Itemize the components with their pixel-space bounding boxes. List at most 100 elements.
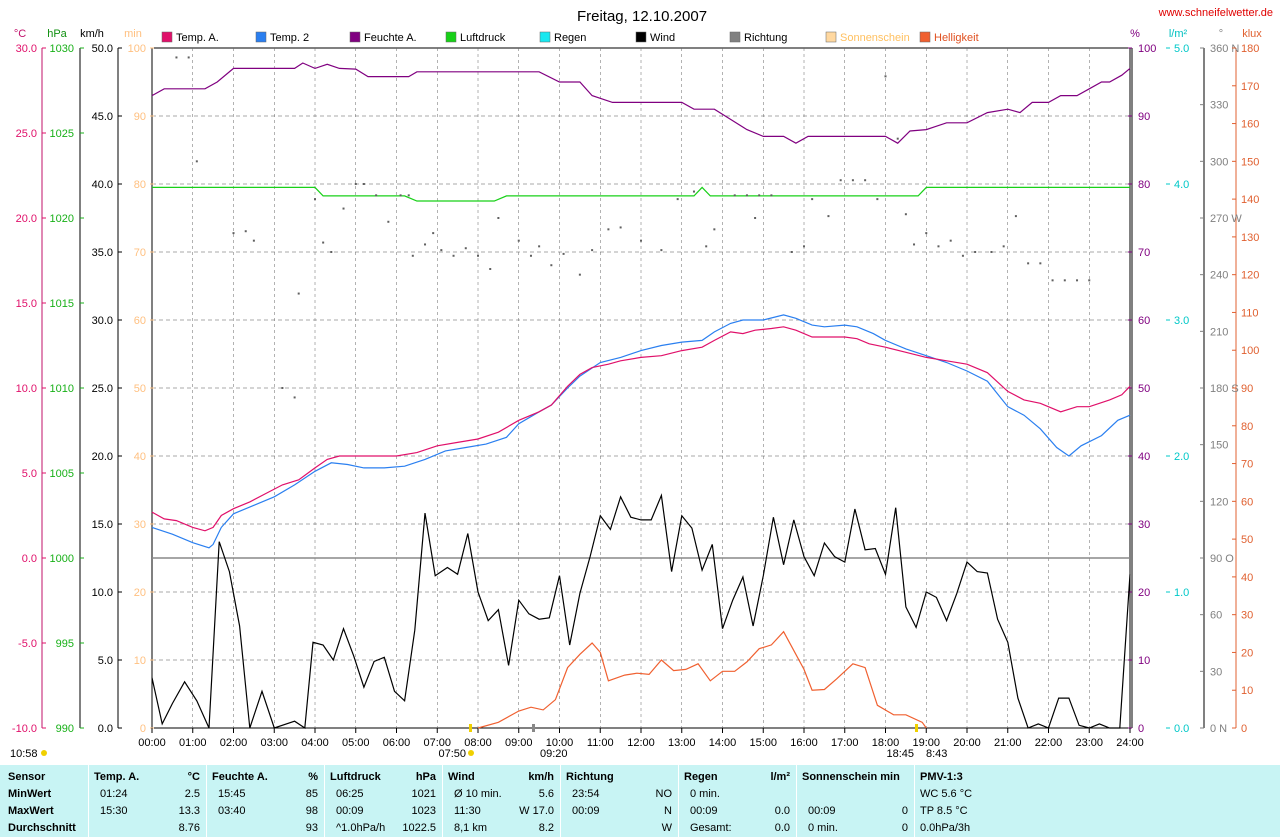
legend-label: Temp. A.: [176, 32, 219, 44]
site-link[interactable]: www.schneifelwetter.de: [1158, 7, 1273, 19]
time-tick: 21:00: [994, 737, 1022, 749]
stats-cell-press-value: 1021: [411, 788, 436, 800]
right-axes: 10090807060504030201005.04.03.02.01.00.0…: [1128, 43, 1259, 735]
direction-point: [733, 194, 736, 197]
column-separator: [324, 765, 325, 837]
time-tick: 17:00: [831, 737, 859, 749]
direction-point: [342, 207, 345, 210]
time-tick: 23:00: [1075, 737, 1103, 749]
series-line-feuchte-a: [151, 62, 1131, 144]
legend-label: Sonnenschein: [840, 32, 910, 44]
direction-point: [660, 249, 663, 252]
light-tick: 160: [1241, 119, 1259, 131]
direction-point: [754, 217, 757, 219]
column-separator: [678, 765, 679, 837]
stats-cell-rain-label: 0 min.: [690, 788, 720, 800]
light-tick: 60: [1241, 496, 1253, 508]
direction-point: [961, 254, 964, 257]
stats-cell-dir-value: NO: [655, 788, 673, 800]
series-line-wind: [151, 493, 1131, 730]
grid-lines: [151, 47, 1131, 729]
stats-cell-wind-value: 5.6: [538, 788, 554, 800]
time-tick: 07:00: [423, 737, 451, 749]
light-tick: 10: [1241, 685, 1253, 697]
stats-cell-press-label: 00:09: [336, 805, 364, 817]
time-tick: 13:00: [668, 737, 696, 749]
sunshine-duration: 10:58: [10, 748, 38, 760]
direction-tick: 90 O: [1210, 553, 1234, 565]
stats-header-temp: Temp. A.: [94, 771, 140, 783]
rain-tick: 5.0: [1174, 43, 1189, 55]
direction-point: [387, 220, 390, 223]
legend-label: Regen: [554, 32, 586, 44]
direction-point: [745, 194, 748, 197]
column-separator: [206, 765, 207, 837]
direction-point: [790, 251, 793, 253]
light-tick: 0: [1241, 723, 1247, 735]
stats-cell-sun-label: 0 min.: [808, 822, 838, 834]
direction-point: [489, 268, 492, 270]
light-tick: 120: [1241, 270, 1259, 282]
stats-cell-sun-value: 0: [901, 805, 908, 817]
direction-point: [803, 245, 805, 248]
direction-point: [758, 194, 761, 197]
stats-cell-temp-value: 8.76: [178, 822, 200, 834]
direction-point: [252, 239, 255, 242]
direction-point: [876, 198, 879, 201]
direction-point: [591, 249, 594, 252]
direction-point: [424, 243, 427, 246]
direction-point: [550, 264, 553, 267]
rain-tick: 4.0: [1174, 179, 1189, 191]
legend: Temp. A. Temp. 2 Feuchte A. Luftdruck Regen W…: [161, 31, 979, 44]
direction-point: [399, 194, 402, 197]
direction-point: [529, 254, 532, 257]
axis-unit-label: %: [1130, 28, 1140, 40]
direction-point: [1002, 245, 1005, 248]
legend-swatch: [255, 31, 267, 43]
stats-cell-press-value: 1022.5: [402, 822, 436, 834]
stats-header-wind: Wind: [448, 771, 475, 783]
legend-label: Feuchte A.: [364, 32, 417, 44]
legend-swatch: [825, 31, 837, 43]
sun-tick: 30: [134, 519, 146, 531]
time-tick: 02:00: [220, 737, 248, 749]
time-tick: 16:00: [790, 737, 818, 749]
sun-tick: 10: [134, 655, 146, 667]
sun-tick: 100: [128, 43, 146, 55]
direction-tick: 240: [1210, 270, 1228, 282]
pressure-tick: 1030: [50, 43, 74, 55]
legend-swatch: [161, 31, 173, 43]
pressure-tick: 1020: [50, 213, 74, 225]
direction-tick: 0 N: [1210, 723, 1227, 735]
wind-tick: 45.0: [92, 111, 113, 123]
direction-point: [578, 273, 581, 276]
wind-tick: 15.0: [92, 519, 113, 531]
direction-point: [1088, 279, 1091, 282]
direction-point: [851, 179, 854, 182]
stats-cell-press-label: 06:25: [336, 788, 364, 800]
wind-tick: 40.0: [92, 179, 113, 191]
direction-point: [839, 179, 842, 182]
direction-point: [619, 226, 622, 229]
light-tick: 170: [1241, 81, 1259, 93]
stats-header-press: Luftdruck: [330, 771, 381, 783]
stats-header-hum: Feuchte A.: [212, 771, 268, 783]
direction-point: [175, 56, 178, 59]
direction-point: [937, 245, 940, 248]
sun-tick: 0: [140, 723, 146, 735]
time-tick: 01:00: [179, 737, 207, 749]
direction-point: [464, 247, 467, 250]
wind-tick: 5.0: [98, 655, 113, 667]
sun-tick: 90: [134, 111, 146, 123]
stats-cell-wind-value: W 17.0: [519, 805, 554, 817]
direction-point: [314, 198, 316, 201]
axis-unit-label: km/h: [80, 28, 104, 40]
stats-cell-temp-label: 15:30: [100, 805, 128, 817]
stats-cell-temp-value: 13.3: [178, 805, 200, 817]
light-tick: 30: [1241, 610, 1253, 622]
direction-point: [827, 215, 830, 218]
sun-icon: [41, 750, 47, 756]
stats-cell-hum-label: 15:45: [218, 788, 246, 800]
stats-cell-press-label: ^1.0hPa/h: [336, 822, 386, 834]
series-line-temp-2: [151, 314, 1131, 549]
